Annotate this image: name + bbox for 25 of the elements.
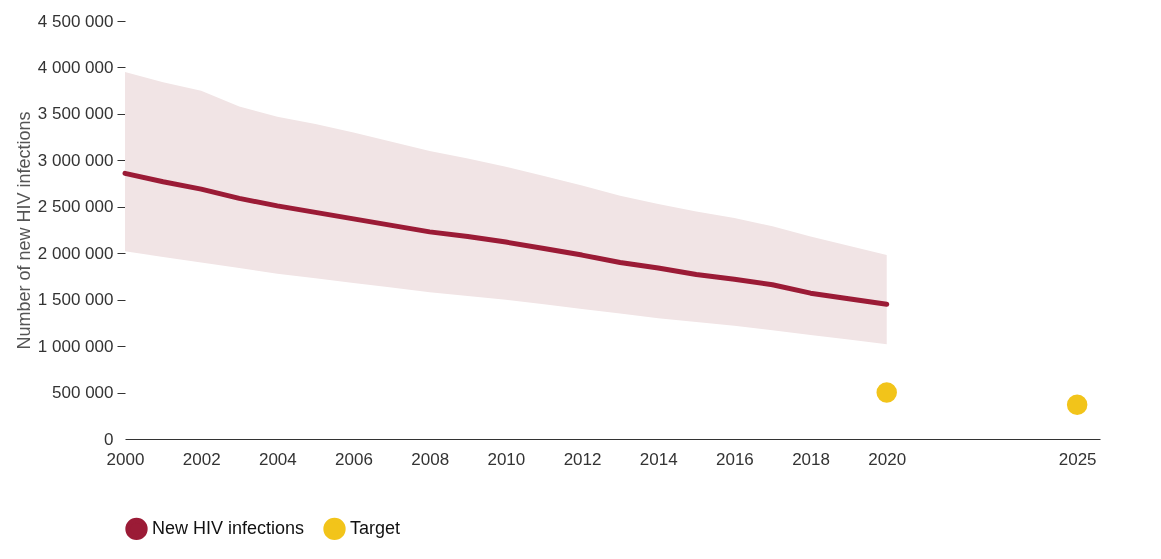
x-tick-label: 2018 xyxy=(792,449,830,469)
x-tick-label: 2000 xyxy=(106,449,145,469)
y-tick-label: 4 500 000 xyxy=(37,11,114,31)
legend-label: Target xyxy=(350,517,401,538)
x-tick-label: 2004 xyxy=(258,449,297,469)
y-tick-label: 500 000 xyxy=(52,383,114,403)
y-tick-label: 2 000 000 xyxy=(37,243,114,263)
y-tick-label: 2 500 000 xyxy=(37,197,114,217)
x-tick-label: 2002 xyxy=(182,449,221,469)
y-tick-label: 0 xyxy=(104,429,114,449)
y-tick-label: 3 500 000 xyxy=(37,104,114,124)
x-tick-label: 2010 xyxy=(487,449,526,469)
y-tick-label: 1 000 000 xyxy=(37,336,114,356)
y-axis-title: Number of new HIV infections xyxy=(13,111,34,350)
x-tick-label: 2025 xyxy=(1058,449,1097,469)
y-tick-label: 4 000 000 xyxy=(37,57,114,77)
x-tick-label: 2016 xyxy=(715,449,754,469)
x-tick-label: 2008 xyxy=(411,449,450,469)
x-tick-label: 2014 xyxy=(639,449,678,469)
x-tick-label: 2006 xyxy=(335,449,373,469)
y-tick-label: 1 500 000 xyxy=(37,290,114,310)
y-tick-label: 3 000 000 xyxy=(37,150,114,170)
legend-label: New HIV infections xyxy=(152,517,305,538)
x-tick-label: 2012 xyxy=(563,449,602,469)
x-tick-label: 2020 xyxy=(868,449,907,469)
